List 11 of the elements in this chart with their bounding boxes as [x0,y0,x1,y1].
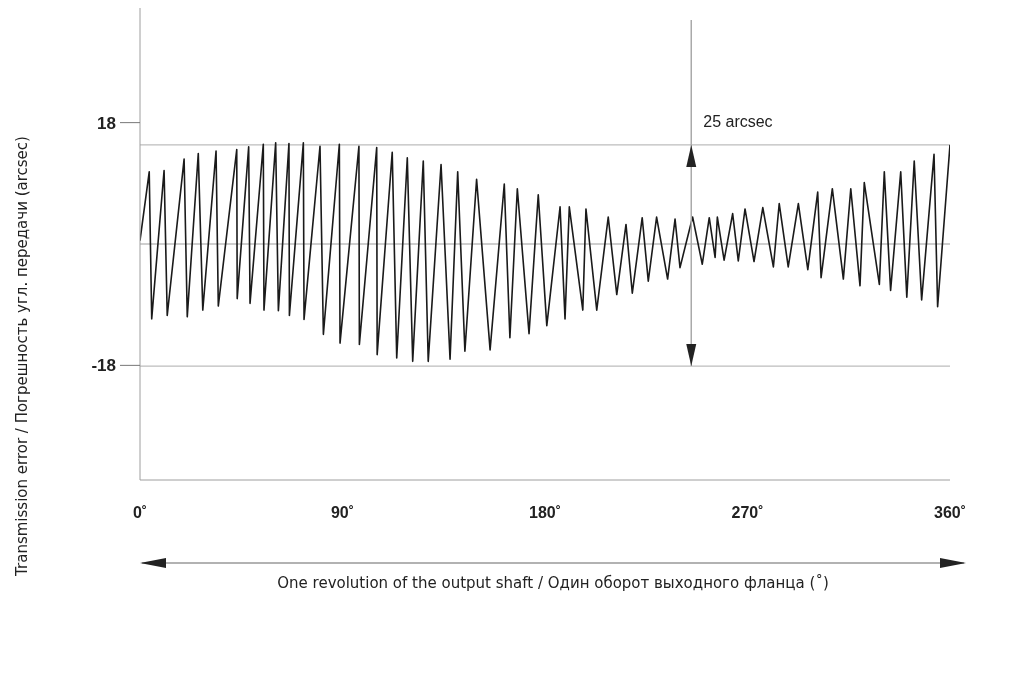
x-tick-label: 270˚ [731,504,764,521]
annotation: 25 arcsec [703,112,773,130]
line-series [140,142,950,363]
x-axis-title: One revolution of the output shaft / Один оборот выходного фланца (˚) [276,574,830,592]
y-axis-title: Transmission error / Погрешность угл. передачи (arcsec) [13,136,31,576]
y-tick-label: -18 [91,356,116,376]
x-tick-label: 360˚ [933,504,967,521]
x-tick-label: 180˚ [528,504,562,521]
y-tick-label: 18 [97,113,116,133]
x-tick-label: 0˚ [132,504,148,521]
x-tick-label: 90˚ [330,504,355,521]
